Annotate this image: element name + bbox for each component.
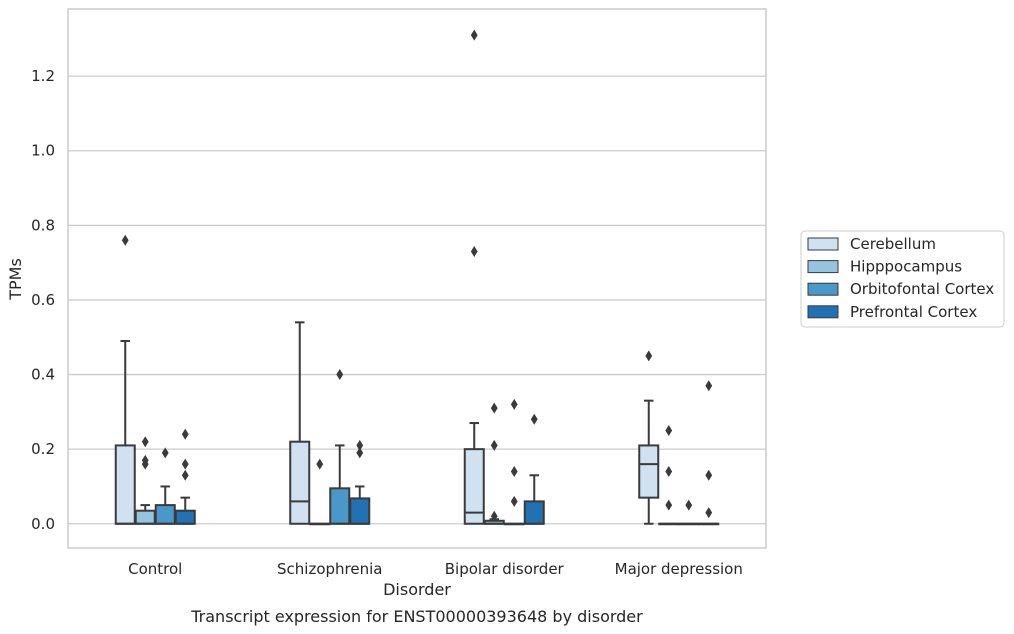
outlier-point — [510, 466, 518, 478]
legend-swatch — [807, 305, 839, 319]
legend-label: Cerebellum — [850, 235, 936, 253]
box-body — [289, 440, 311, 525]
outlier-point — [470, 29, 478, 41]
box-prefrontal-cortex-3 — [698, 380, 720, 526]
outlier-point — [705, 469, 713, 481]
legend-label: Orbitofontal Cortex — [850, 280, 994, 298]
y-tick-label: 0.0 — [31, 515, 55, 533]
x-tick-label: Control — [128, 560, 182, 578]
box-prefrontal-cortex-1 — [349, 439, 371, 525]
box-cerebellum-1 — [289, 321, 311, 525]
box-orbitofontal-cortex-0 — [154, 447, 176, 525]
outlier-point — [141, 454, 149, 466]
chart-title: Transcript expression for ENST0000039364… — [190, 607, 643, 626]
box-body — [174, 509, 196, 525]
legend: Cerebellum Hipppocampus Orbitofontal Corte… — [800, 230, 1005, 328]
box-orbitofontal-cortex-3 — [678, 499, 700, 526]
x-axis-ticks: Control Schizophrenia Bipolar disorder Majo… — [128, 560, 743, 578]
y-axis-ticks: 0.0 0.2 0.4 0.6 0.8 1.0 1.2 — [31, 67, 55, 533]
box-body — [329, 487, 351, 525]
y-tick-label: 0.6 — [31, 291, 55, 309]
outlier-point — [181, 428, 189, 440]
box-body — [523, 500, 545, 525]
outlier-point — [685, 499, 693, 511]
outlier-point — [645, 350, 653, 362]
outlier-point — [530, 413, 538, 425]
x-axis-label: Disorder — [383, 580, 451, 599]
outlier-point — [316, 458, 324, 470]
legend-frame — [800, 230, 1005, 328]
x-tick-label: Schizophrenia — [277, 560, 382, 578]
outlier-point — [490, 402, 498, 414]
outlier-point — [336, 369, 344, 381]
y-tick-label: 0.4 — [31, 366, 55, 384]
outlier-point — [705, 507, 713, 519]
outlier-point — [665, 499, 673, 511]
outlier-point — [490, 510, 498, 522]
y-tick-label: 1.2 — [31, 67, 55, 85]
box-cerebellum-0 — [114, 234, 136, 525]
outlier-point — [490, 439, 498, 451]
box-cerebellum-2 — [463, 29, 485, 525]
outlier-point — [470, 245, 478, 257]
box-hipppocampus-1 — [309, 458, 331, 526]
outlier-point — [665, 466, 673, 478]
legend-label: Hipppocampus — [850, 258, 962, 276]
outlier-point — [510, 398, 518, 410]
x-tick-label: Bipolar disorder — [445, 560, 565, 578]
box-hipppocampus-0 — [134, 436, 156, 525]
y-tick-label: 1.0 — [31, 142, 55, 160]
gridlines — [68, 75, 766, 525]
outlier-point — [121, 234, 129, 246]
y-tick-label: 0.2 — [31, 440, 55, 458]
outlier-point — [181, 458, 189, 470]
box-body — [154, 504, 176, 525]
box-orbitofontal-cortex-1 — [329, 369, 351, 525]
y-axis-label: TPMs — [6, 258, 25, 301]
outlier-point — [665, 425, 673, 437]
legend-label: Prefrontal Cortex — [850, 303, 977, 321]
legend-swatch — [807, 282, 839, 296]
plot-frame — [67, 8, 767, 549]
box-prefrontal-cortex-0 — [174, 428, 196, 525]
legend-swatch — [807, 237, 839, 251]
box-body — [463, 448, 485, 525]
box-body — [134, 509, 156, 525]
outlier-point — [510, 495, 518, 507]
x-tick-label: Major depression — [615, 560, 743, 578]
outlier-point — [356, 439, 364, 451]
outlier-point — [161, 447, 169, 459]
box-cerebellum-3 — [638, 350, 660, 525]
y-tick-label: 0.8 — [31, 216, 55, 234]
outlier-point — [705, 380, 713, 392]
box-hipppocampus-3 — [658, 425, 680, 526]
box-body — [638, 444, 660, 499]
outlier-point — [356, 447, 364, 459]
legend-swatch — [807, 260, 839, 274]
box-prefrontal-cortex-2 — [523, 413, 545, 525]
plot-area — [114, 29, 720, 526]
box-hipppocampus-2 — [483, 402, 505, 525]
outlier-point — [181, 469, 189, 481]
box-orbitofontal-cortex-2 — [503, 398, 525, 526]
box-body — [114, 444, 136, 525]
box-body — [349, 497, 371, 525]
outlier-point — [141, 436, 149, 448]
